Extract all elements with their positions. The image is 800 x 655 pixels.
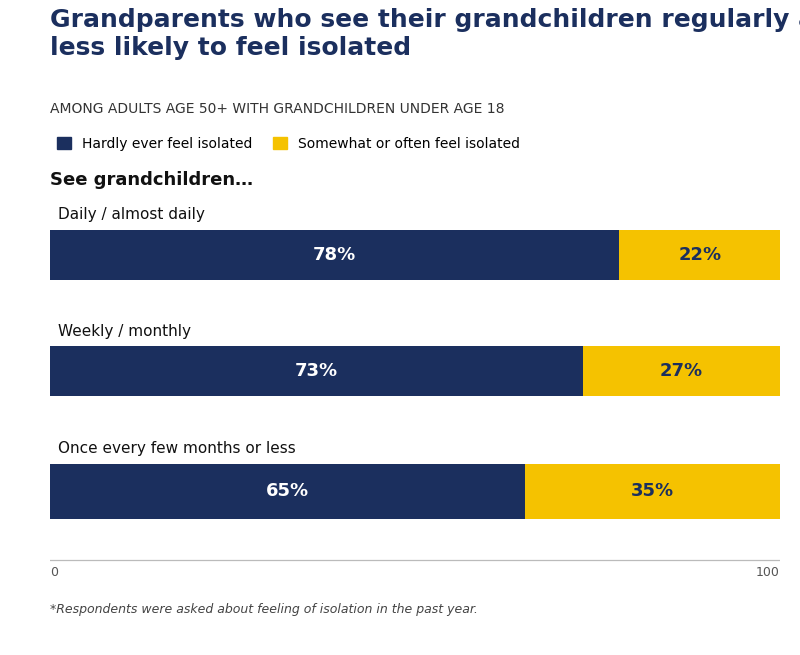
Bar (583, 346, 780, 396)
Text: *Respondents were asked about feeling of isolation in the past year.: *Respondents were asked about feeling of… (50, 603, 478, 616)
Text: 35%: 35% (630, 483, 674, 500)
Legend: Hardly ever feel isolated, Somewhat or often feel isolated: Hardly ever feel isolated, Somewhat or o… (57, 137, 520, 151)
Text: Once every few months or less: Once every few months or less (58, 441, 296, 457)
Text: 78%: 78% (313, 246, 356, 264)
Text: Weekly / monthly: Weekly / monthly (58, 324, 191, 339)
Bar (50, 230, 619, 280)
Bar (525, 464, 780, 519)
Bar (50, 346, 583, 396)
Text: 73%: 73% (295, 362, 338, 380)
Text: 65%: 65% (266, 483, 309, 500)
Text: Grandparents who see their grandchildren regularly are
less likely to feel isola: Grandparents who see their grandchildren… (50, 8, 800, 60)
Text: 0: 0 (50, 567, 58, 580)
Text: See grandchildren…: See grandchildren… (50, 171, 253, 189)
Text: AMONG ADULTS AGE 50+ WITH GRANDCHILDREN UNDER AGE 18: AMONG ADULTS AGE 50+ WITH GRANDCHILDREN … (50, 102, 505, 116)
Text: 22%: 22% (678, 246, 722, 264)
Text: 27%: 27% (660, 362, 703, 380)
Text: 100: 100 (756, 567, 780, 580)
Bar (50, 464, 525, 519)
Text: Daily / almost daily: Daily / almost daily (58, 208, 205, 223)
Bar (619, 230, 780, 280)
